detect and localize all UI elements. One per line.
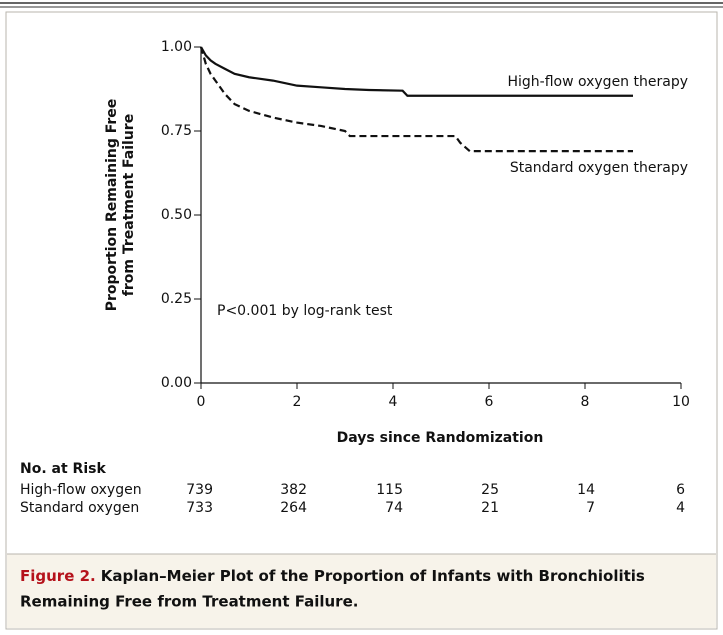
risk-count: 4 <box>676 500 685 516</box>
x-tick-label: 10 <box>672 394 690 410</box>
y-axis-label-line: from Treatment Failure <box>121 114 137 296</box>
y-tick-label: 0.00 <box>161 375 192 391</box>
x-tick-label: 4 <box>389 394 398 410</box>
y-tick-label: 0.25 <box>161 291 192 307</box>
series-label: High-flow oxygen therapy <box>507 74 688 90</box>
frame <box>5 11 718 630</box>
risk-count: 382 <box>280 482 307 498</box>
x-tick-label: 2 <box>293 394 302 410</box>
risk-count: 733 <box>186 500 213 516</box>
x-tick-label: 0 <box>197 394 206 410</box>
risk-count: 264 <box>280 500 307 516</box>
caption-text: Remaining Free from Treatment Failure. <box>20 593 358 611</box>
y-tick-label: 1.00 <box>161 39 192 55</box>
risk-row-label: High-flow oxygen <box>20 482 142 498</box>
risk-count: 21 <box>481 500 499 516</box>
survival-curve <box>200 46 633 97</box>
x-tick-label: 8 <box>581 394 590 410</box>
caption-box <box>7 554 716 628</box>
risk-row-label: Standard oxygen <box>20 500 139 516</box>
risk-count: 74 <box>385 500 403 516</box>
series-label: Standard oxygen therapy <box>510 160 688 176</box>
y-axis-label: Proportion Remaining Free from Treatment … <box>104 99 137 312</box>
risk-count: 739 <box>186 482 213 498</box>
caption-text: Kaplan–Meier Plot of the Proportion of I… <box>101 567 645 585</box>
risk-count: 14 <box>577 482 595 498</box>
risk-count: 7 <box>586 500 595 516</box>
annotation: P<0.001 by log-rank test <box>217 303 393 319</box>
caption-label: Figure 2. <box>20 567 96 585</box>
risk-count: 115 <box>376 482 403 498</box>
risk-count: 25 <box>481 482 499 498</box>
risk-count: 6 <box>676 482 685 498</box>
survival-curve <box>199 46 633 153</box>
risk-title: No. at Risk <box>20 461 106 477</box>
x-tick-label: 6 <box>485 394 494 410</box>
y-tick-label: 0.50 <box>161 207 192 223</box>
y-tick-label: 0.75 <box>161 123 192 139</box>
caption: Figure 2. Kaplan–Meier Plot of the Propor… <box>20 567 645 585</box>
y-axis-label-line: Proportion Remaining Free <box>104 99 120 312</box>
x-axis-label: Days since Randomization <box>337 430 544 446</box>
